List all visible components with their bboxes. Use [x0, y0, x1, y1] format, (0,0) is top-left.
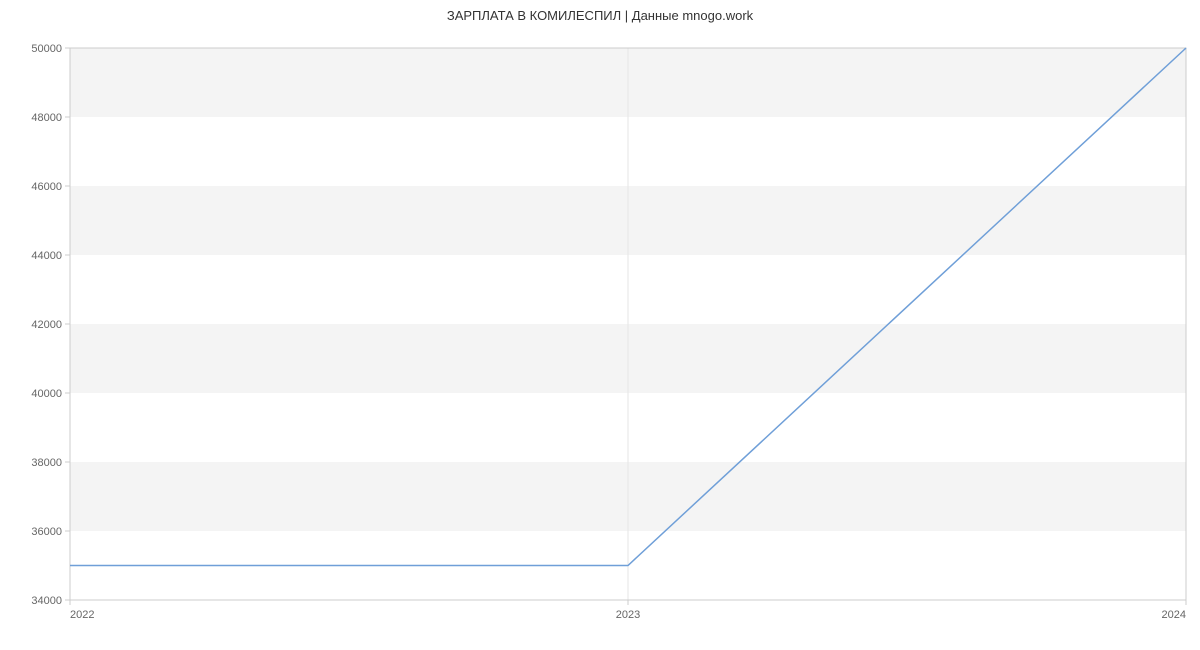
chart-title: ЗАРПЛАТА В КОМИЛЕСПИЛ | Данные mnogo.wor…	[0, 8, 1200, 23]
x-tick-label: 2024	[1162, 609, 1186, 621]
y-tick-label: 36000	[31, 526, 62, 538]
y-tick-label: 38000	[31, 457, 62, 469]
y-tick-label: 44000	[31, 250, 62, 262]
x-tick-label: 2022	[70, 609, 94, 621]
salary-chart: ЗАРПЛАТА В КОМИЛЕСПИЛ | Данные mnogo.wor…	[0, 0, 1200, 650]
chart-svg: 34000 36000 38000 40000 42000 44000 46000 48000…	[0, 0, 1200, 650]
y-tick-label: 42000	[31, 319, 62, 331]
y-tick-label: 46000	[31, 181, 62, 193]
x-tick-label: 2023	[616, 609, 640, 621]
y-tick-label: 34000	[31, 595, 62, 607]
y-tick-label: 40000	[31, 388, 62, 400]
y-tick-label: 48000	[31, 112, 62, 124]
y-tick-label: 50000	[31, 43, 62, 55]
